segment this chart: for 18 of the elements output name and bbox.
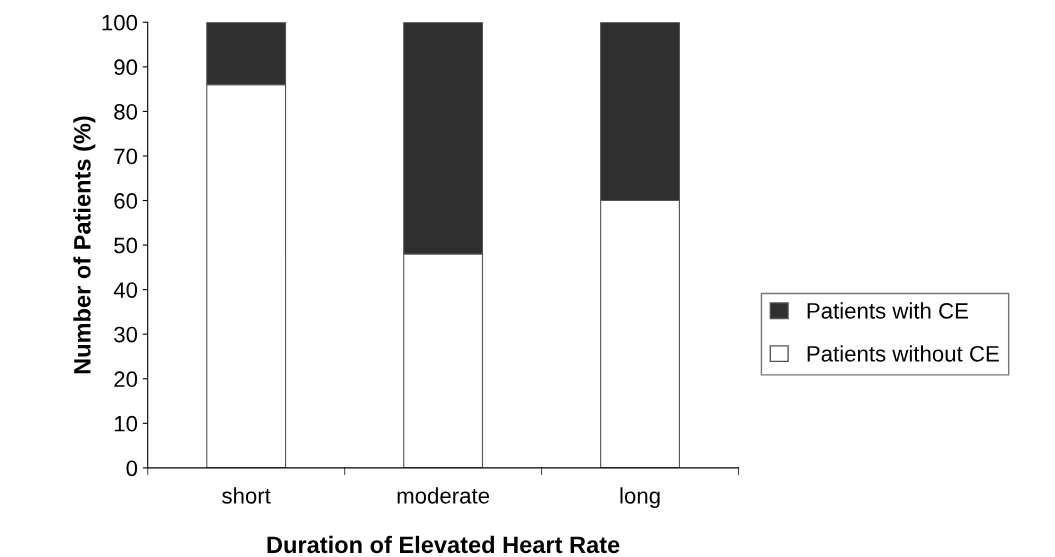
y-tick-label: 10: [114, 415, 138, 432]
x-tick-label: long: [620, 487, 660, 509]
y-tick-label: 50: [114, 237, 138, 254]
y-tick-label: 70: [114, 148, 138, 165]
y-tick-label: 100: [102, 14, 138, 31]
legend-label: Patients with CE: [807, 302, 968, 319]
y-tick-label: 80: [114, 103, 138, 120]
y-tick-label: 30: [114, 326, 138, 343]
y-tick-label: 20: [114, 371, 138, 388]
x-tick-label: short: [222, 487, 271, 504]
y-tick-label: 40: [113, 282, 138, 298]
y-tick-label: 90: [114, 59, 138, 76]
y-tick-label: 60: [114, 193, 138, 209]
legend-label: Patients without CE: [807, 345, 999, 362]
x-axis-title: Duration of Elevated Heart Rate: [267, 535, 620, 554]
x-tick-label: moderate: [397, 487, 490, 504]
y-axis-title: Number of Patients (%): [73, 116, 96, 374]
y-tick-label: 0: [126, 460, 138, 477]
